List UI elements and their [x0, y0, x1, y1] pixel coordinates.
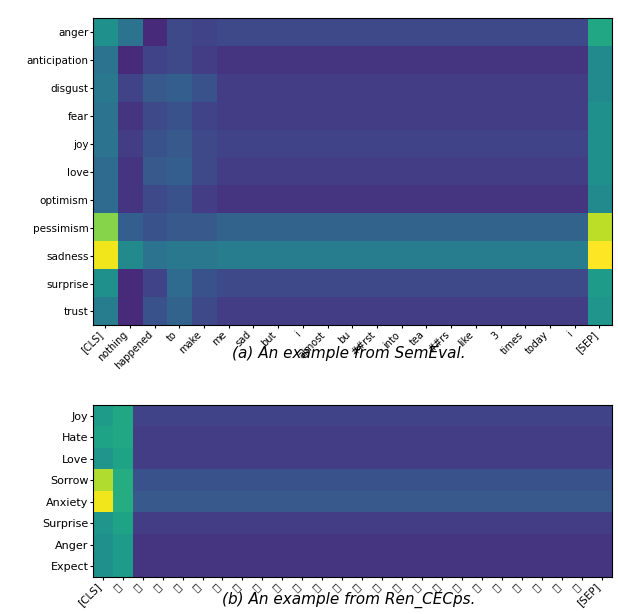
Text: (a) An example from SemEval.: (a) An example from SemEval.: [232, 346, 466, 360]
Text: (b) An example from Ren_CECps.: (b) An example from Ren_CECps.: [222, 592, 476, 608]
